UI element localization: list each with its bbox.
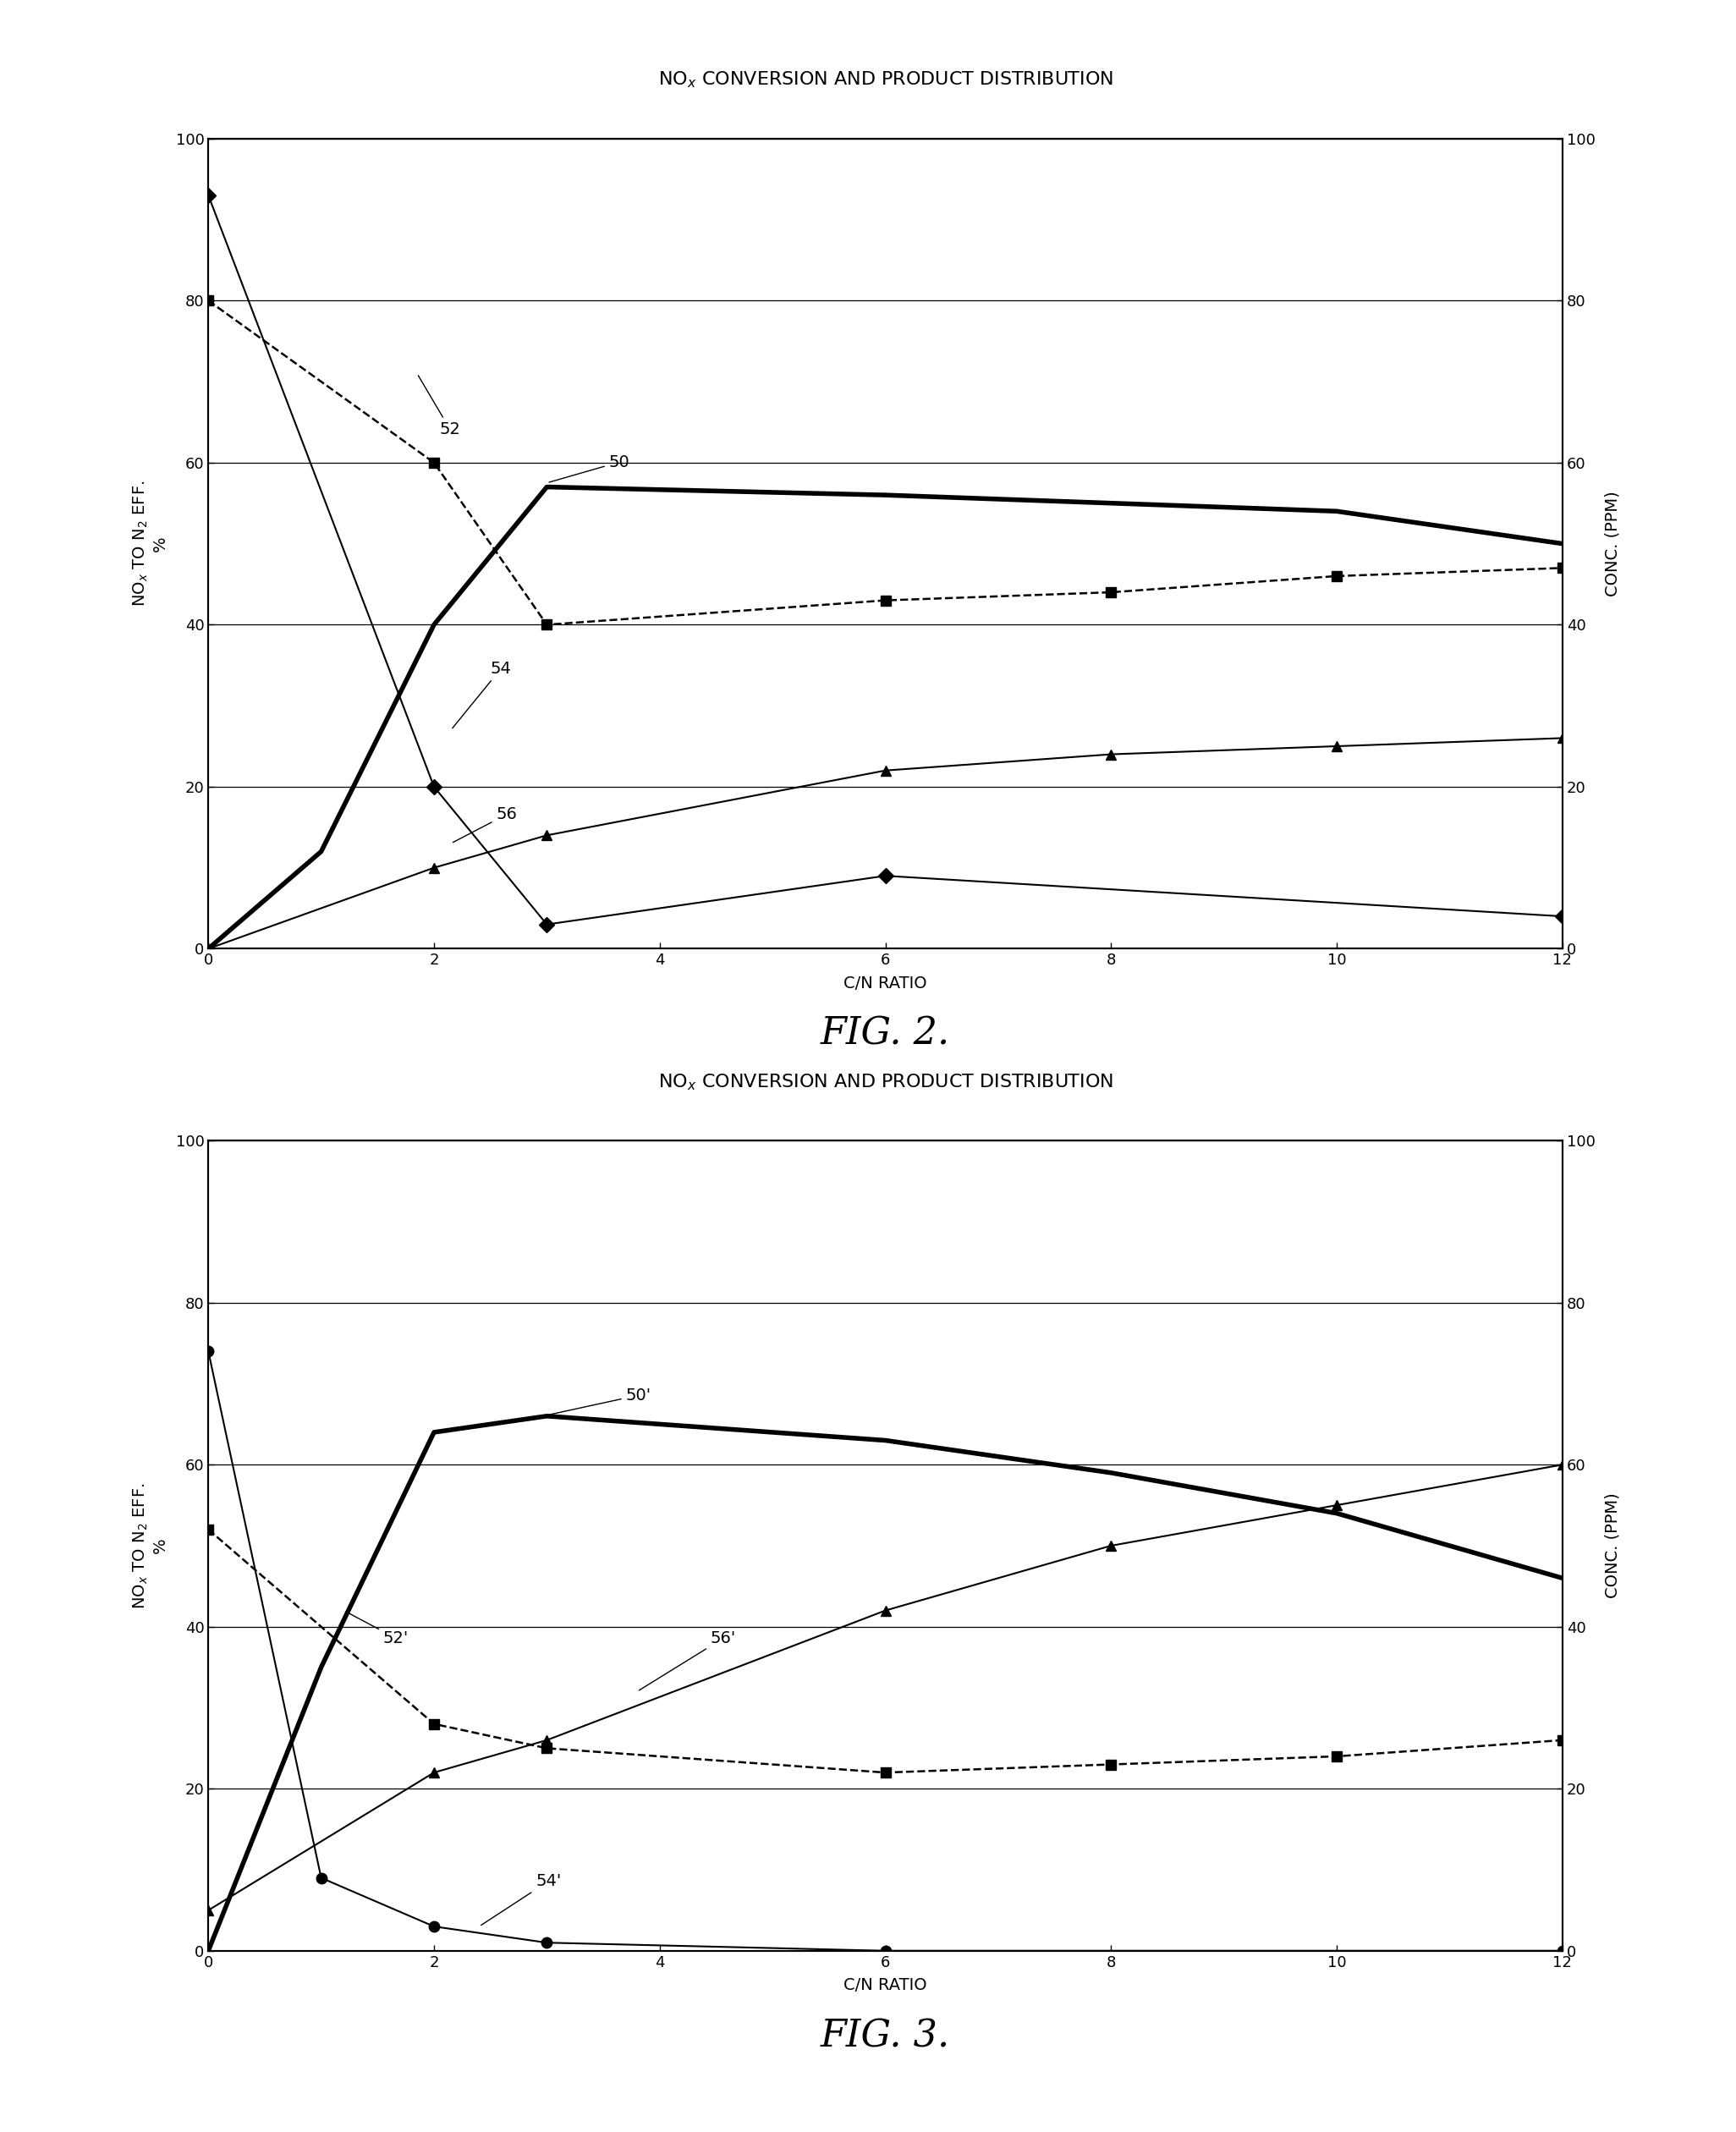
Text: FIG. 3.: FIG. 3. (821, 2017, 950, 2055)
Y-axis label: CONC. (PPM): CONC. (PPM) (1604, 1492, 1621, 1599)
X-axis label: C/N RATIO: C/N RATIO (844, 974, 927, 991)
Text: FIG. 2.: FIG. 2. (821, 1015, 950, 1053)
X-axis label: C/N RATIO: C/N RATIO (844, 1976, 927, 1993)
Text: 54: 54 (453, 661, 512, 729)
Text: 56': 56' (639, 1631, 736, 1691)
Text: 52: 52 (418, 375, 460, 437)
Text: 50': 50' (526, 1388, 651, 1420)
Text: 52': 52' (345, 1612, 408, 1646)
Y-axis label: NO$_x$ TO N$_2$ EFF.
%: NO$_x$ TO N$_2$ EFF. % (132, 480, 168, 608)
Y-axis label: CONC. (PPM): CONC. (PPM) (1604, 490, 1621, 597)
Text: 56: 56 (453, 806, 517, 842)
Text: 54': 54' (481, 1874, 561, 1925)
Text: NO$_x$ CONVERSION AND PRODUCT DISTRIBUTION: NO$_x$ CONVERSION AND PRODUCT DISTRIBUTI… (658, 1072, 1113, 1092)
Y-axis label: NO$_x$ TO N$_2$ EFF.
%: NO$_x$ TO N$_2$ EFF. % (132, 1482, 168, 1610)
Text: 50: 50 (549, 454, 630, 482)
Text: NO$_x$ CONVERSION AND PRODUCT DISTRIBUTION: NO$_x$ CONVERSION AND PRODUCT DISTRIBUTI… (658, 70, 1113, 90)
